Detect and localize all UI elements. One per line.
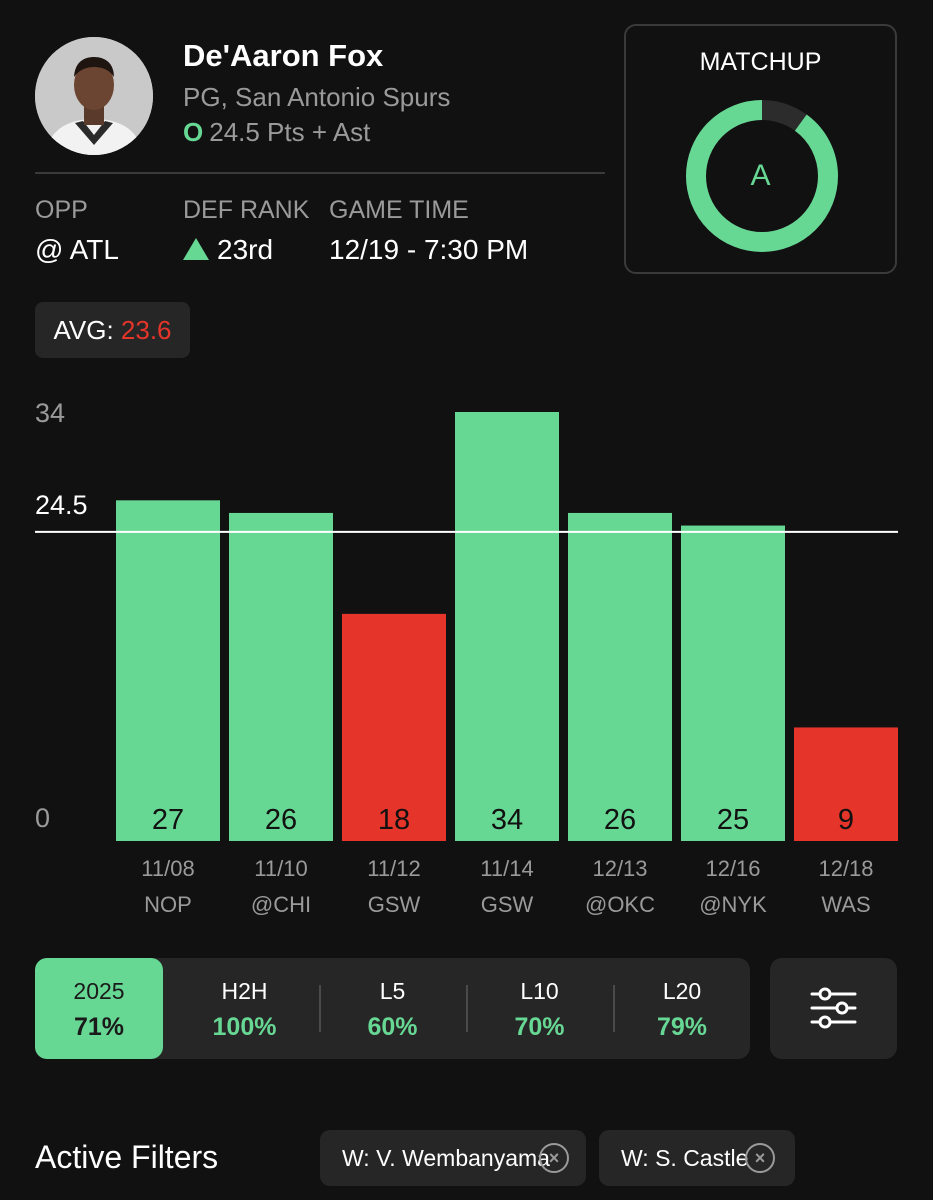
x-tick-date: 11/12 <box>367 856 420 881</box>
bar-12-13[interactable] <box>568 512 672 841</box>
x-tick-date: 11/08 <box>141 856 194 881</box>
filter-tab-2025[interactable]: 2025 71% <box>35 958 163 1059</box>
filter-tab-label: L20 <box>662 978 702 1004</box>
remove-filter-icon[interactable]: × <box>539 1143 569 1173</box>
x-tick-opponent: @NYK <box>699 892 767 917</box>
bar-value-label: 27 <box>152 804 184 836</box>
filter-chip[interactable]: W: S. Castle × <box>599 1130 795 1186</box>
bar-value-label: 18 <box>378 804 410 836</box>
filter-tab-hit-rate: 71% <box>73 1013 125 1041</box>
game-time-value: 12/19 - 7:30 PM <box>329 234 529 265</box>
player-name: De'Aaron Fox <box>183 38 384 73</box>
bar-value-label: 25 <box>717 804 749 836</box>
filter-tab-h2h[interactable]: H2H 100% <box>172 958 317 1059</box>
filter-tab-hit-rate: 70% <box>514 1013 565 1041</box>
filter-tab-l20[interactable]: L20 79% <box>614 958 750 1059</box>
filter-tab-label: L5 <box>379 978 406 1004</box>
game-time-label: GAME TIME <box>329 196 469 224</box>
filter-tab-hit-rate: 100% <box>212 1013 277 1041</box>
matchup-grade: A <box>750 159 771 192</box>
sliders-icon <box>810 987 857 1029</box>
prop-text: 24.5 Pts + Ast <box>209 117 371 147</box>
prop-line-label: 24.5 <box>35 490 88 520</box>
x-tick-date: 12/13 <box>592 856 647 881</box>
def-rank-value: 23rd <box>217 234 274 265</box>
player-headshot-icon <box>35 37 153 155</box>
bar-11-08[interactable] <box>116 500 220 841</box>
filter-chip-label: W: V. Wembanyama <box>342 1145 550 1171</box>
segment-separator <box>466 985 468 1032</box>
avg-label: AVG: <box>53 315 114 345</box>
bar-12-18[interactable] <box>794 727 898 841</box>
filter-tab-hit-rate: 79% <box>656 1013 708 1041</box>
matchup-ring-gauge <box>686 100 838 252</box>
over-under-indicator: O <box>183 117 204 147</box>
remove-filter-icon[interactable]: × <box>745 1143 775 1173</box>
player-team: PG, San Antonio Spurs <box>183 82 451 112</box>
x-tick-opponent: NOP <box>144 892 192 917</box>
player-prop-line: O 24.5 Pts + Ast <box>183 117 370 148</box>
matchup-card: MATCHUP A <box>624 24 897 274</box>
x-tick-opponent: WAS <box>821 892 870 917</box>
x-tick-date: 12/16 <box>705 856 760 881</box>
rank-up-triangle-icon <box>183 238 209 260</box>
x-tick-date: 11/14 <box>480 856 533 881</box>
def-rank-value-wrap: 23rd <box>183 234 273 266</box>
header-divider <box>35 172 605 174</box>
average-pill: AVG: 23.6 <box>35 302 190 358</box>
bar-value-label: 34 <box>491 804 523 836</box>
bar-11-10[interactable] <box>229 512 333 841</box>
x-tick-opponent: @OKC <box>585 892 655 917</box>
matchup-title: MATCHUP <box>699 48 822 76</box>
opp-value: @ ATL <box>35 234 119 265</box>
x-tick-date: 11/10 <box>254 856 307 881</box>
bar-value-label: 26 <box>265 804 297 836</box>
filter-tab-hit-rate: 60% <box>367 1013 418 1041</box>
bar-value-label: 9 <box>838 804 854 836</box>
def-rank-label: DEF RANK <box>183 196 310 224</box>
filter-tab-label: H2H <box>221 978 268 1004</box>
bar-12-16[interactable] <box>681 525 785 841</box>
filter-tab-l10[interactable]: L10 70% <box>467 958 612 1059</box>
y-axis-max-tick: 34 <box>35 398 66 428</box>
x-tick-opponent: GSW <box>481 892 534 917</box>
filter-chip-label: W: S. Castle <box>621 1145 749 1171</box>
game-log-bar-chart: 27 11/08 NOP 26 11/10 @CHI 18 11/12 GSW 34 11/14 GS… <box>35 412 898 917</box>
filter-tab-label: L10 <box>520 978 559 1004</box>
filter-settings-button[interactable] <box>770 958 897 1059</box>
filter-chip[interactable]: W: V. Wembanyama × <box>320 1130 586 1186</box>
avg-value: 23.6 <box>120 315 172 345</box>
active-filters-title: Active Filters <box>35 1139 219 1175</box>
segment-separator <box>613 985 615 1032</box>
player-avatar <box>35 37 153 155</box>
opp-label: OPP <box>35 196 88 224</box>
x-tick-date: 12/18 <box>818 856 873 881</box>
filter-tab-label: 2025 <box>73 978 125 1004</box>
matchup-ring-fill <box>686 100 838 252</box>
bar-11-14[interactable] <box>455 412 559 841</box>
bar-value-label: 26 <box>604 804 636 836</box>
range-filter-bar: 2025 71% H2H 100% L5 60% L10 70% L20 79% <box>35 958 750 1059</box>
bar-11-12[interactable] <box>342 613 446 841</box>
x-tick-opponent: @CHI <box>251 892 311 917</box>
filter-tab-l5[interactable]: L5 60% <box>320 958 465 1059</box>
y-axis-min-tick: 0 <box>35 803 51 833</box>
segment-separator <box>319 985 321 1032</box>
x-tick-opponent: GSW <box>368 892 421 917</box>
